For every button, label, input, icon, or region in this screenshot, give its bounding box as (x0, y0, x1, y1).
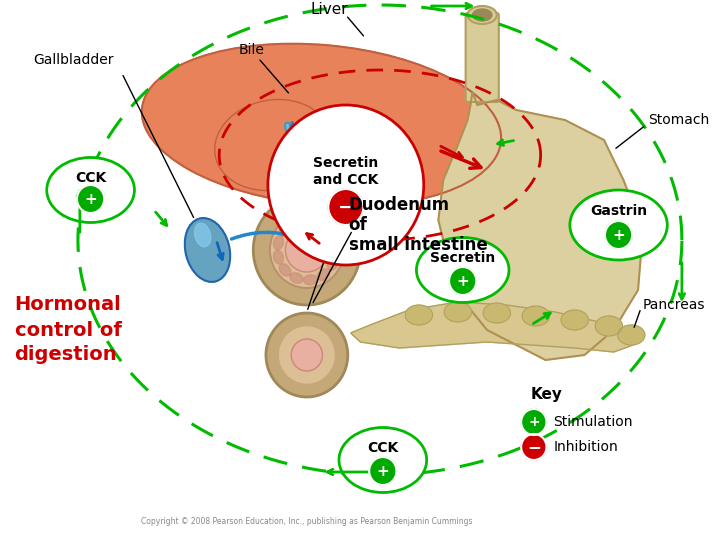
Ellipse shape (290, 273, 303, 284)
Text: Liver: Liver (310, 3, 348, 17)
Text: CCK: CCK (75, 171, 107, 185)
Circle shape (521, 434, 546, 460)
Text: digestion: digestion (14, 346, 117, 365)
Ellipse shape (331, 243, 341, 257)
Text: Gallbladder: Gallbladder (33, 53, 113, 67)
Ellipse shape (318, 220, 330, 231)
Text: CCK: CCK (367, 441, 398, 455)
Text: Gastrin: Gastrin (590, 204, 647, 218)
Ellipse shape (194, 223, 211, 247)
Ellipse shape (279, 264, 291, 276)
Circle shape (369, 457, 397, 485)
Circle shape (253, 195, 361, 305)
Ellipse shape (618, 325, 645, 345)
Ellipse shape (570, 190, 667, 260)
Text: Bile: Bile (238, 43, 264, 57)
Text: and CCK: and CCK (313, 173, 379, 187)
Ellipse shape (274, 236, 284, 249)
Ellipse shape (331, 243, 341, 257)
Text: small intestine: small intestine (348, 236, 487, 254)
Text: Hormonal: Hormonal (14, 295, 122, 314)
Circle shape (292, 339, 323, 371)
Ellipse shape (318, 269, 330, 280)
Circle shape (270, 212, 344, 288)
Text: of: of (348, 216, 367, 234)
Ellipse shape (444, 302, 472, 322)
Polygon shape (438, 92, 643, 360)
Ellipse shape (416, 238, 509, 302)
Ellipse shape (339, 428, 427, 492)
Text: Key: Key (531, 388, 563, 402)
Ellipse shape (472, 9, 492, 21)
Text: +: + (456, 273, 469, 288)
Circle shape (268, 105, 424, 265)
Circle shape (279, 327, 334, 383)
Text: Pancreas: Pancreas (643, 298, 706, 312)
Ellipse shape (142, 44, 501, 206)
Text: −: − (338, 198, 354, 217)
Ellipse shape (274, 250, 284, 264)
Circle shape (317, 194, 332, 210)
Text: +: + (377, 463, 390, 478)
Ellipse shape (467, 6, 497, 24)
Ellipse shape (405, 305, 433, 325)
Text: +: + (84, 192, 97, 206)
Ellipse shape (483, 303, 510, 323)
Text: +: + (528, 415, 539, 429)
Ellipse shape (304, 275, 318, 285)
Ellipse shape (279, 224, 291, 237)
Circle shape (328, 189, 364, 225)
Ellipse shape (290, 217, 303, 227)
Ellipse shape (328, 230, 338, 242)
Text: control of: control of (14, 321, 122, 340)
Text: −: − (527, 438, 541, 456)
Circle shape (605, 221, 632, 249)
Polygon shape (351, 302, 633, 352)
Circle shape (521, 409, 546, 435)
Ellipse shape (185, 218, 230, 282)
Circle shape (77, 185, 104, 213)
Circle shape (266, 313, 348, 397)
Text: Stimulation: Stimulation (553, 415, 633, 429)
Ellipse shape (522, 306, 549, 326)
FancyBboxPatch shape (466, 13, 499, 102)
Text: Inhibition: Inhibition (553, 440, 618, 454)
Text: Secretin: Secretin (430, 251, 495, 265)
Text: Stomach: Stomach (648, 113, 709, 127)
Ellipse shape (304, 215, 318, 225)
Ellipse shape (328, 258, 338, 271)
Circle shape (285, 228, 328, 272)
Text: Duodenum: Duodenum (348, 196, 450, 214)
Text: +: + (612, 227, 625, 242)
Text: Secretin: Secretin (313, 156, 379, 170)
Text: +: + (320, 197, 328, 207)
Ellipse shape (595, 316, 623, 336)
Ellipse shape (47, 158, 135, 222)
Ellipse shape (561, 310, 588, 330)
Circle shape (449, 267, 477, 295)
Ellipse shape (215, 99, 330, 191)
Text: Copyright © 2008 Pearson Education, Inc., publishing as Pearson Benjamin Cumming: Copyright © 2008 Pearson Education, Inc.… (141, 517, 473, 526)
